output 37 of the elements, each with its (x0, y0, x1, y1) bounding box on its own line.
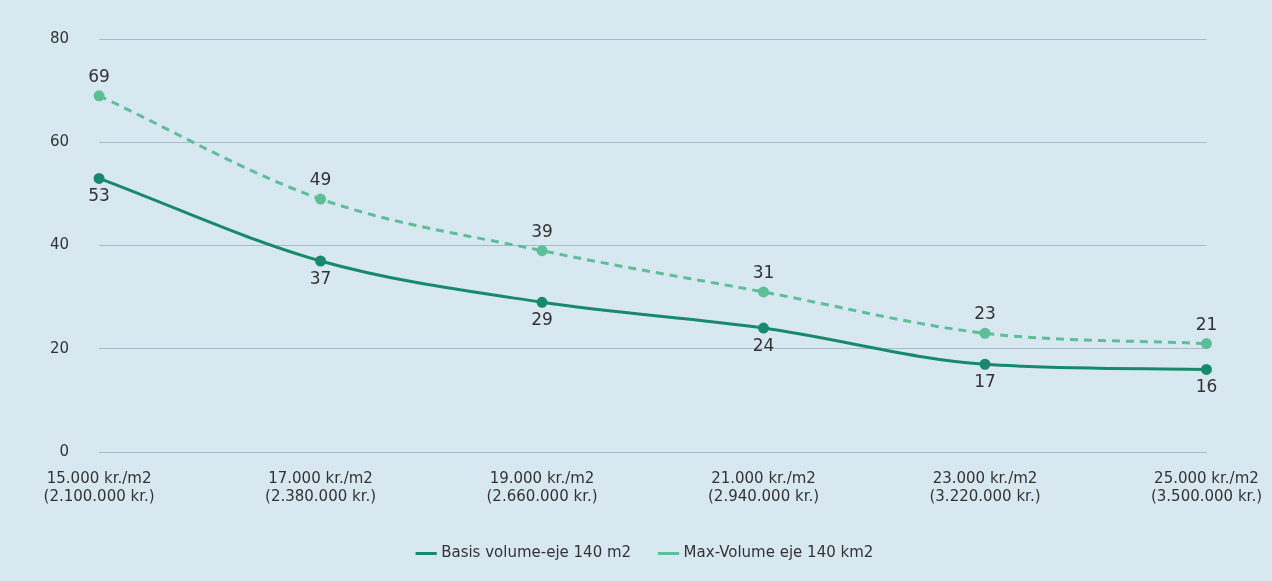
data-label: 29 (531, 309, 553, 330)
point (536, 245, 548, 257)
data-label: 23 (974, 303, 996, 324)
data-label: 17 (974, 371, 996, 392)
point (758, 286, 770, 298)
point (315, 255, 327, 267)
data-label: 53 (88, 185, 110, 206)
data-label: 24 (752, 335, 775, 356)
x-tick-label: 17.000 kr./m2 (2.380.000 kr.) (265, 468, 377, 505)
point (93, 90, 105, 102)
y-tick-label: 80 (49, 28, 70, 47)
point (536, 296, 548, 308)
y-tick-label: 0 (59, 441, 70, 460)
point (979, 327, 991, 339)
data-label: 21 (1195, 313, 1218, 334)
point (758, 322, 770, 334)
x-tick-label: 25.000 kr./m2 (3.500.000 kr.) (1150, 468, 1262, 505)
y-tick-label: 60 (49, 132, 70, 151)
y-tick-label: 40 (49, 235, 70, 254)
data-label: 69 (88, 65, 110, 86)
point (979, 358, 991, 370)
data-label: 39 (531, 220, 553, 241)
y-tick-label: 20 (49, 338, 70, 357)
data-label: 37 (309, 267, 332, 288)
data-label: 49 (309, 168, 332, 189)
x-tick-label: 19.000 kr./m2 (2.660.000 kr.) (486, 468, 598, 505)
x-tick-label: 15.000 kr./m2 (2.100.000 kr.) (43, 468, 155, 505)
point (1200, 338, 1212, 350)
point (93, 172, 105, 184)
x-tick-label: 21.000 kr./m2 (2.940.000 kr.) (707, 468, 820, 505)
data-label: 31 (752, 261, 775, 282)
point (1200, 363, 1212, 375)
legend-label: Max-Volume eje 140 km2 (683, 543, 874, 562)
data-label: 16 (1195, 376, 1218, 397)
legend-label: Basis volume-eje 140 m2 (441, 543, 632, 562)
x-tick-label: 23.000 kr./m2 (3.220.000 kr.) (929, 468, 1041, 505)
point (315, 193, 327, 205)
